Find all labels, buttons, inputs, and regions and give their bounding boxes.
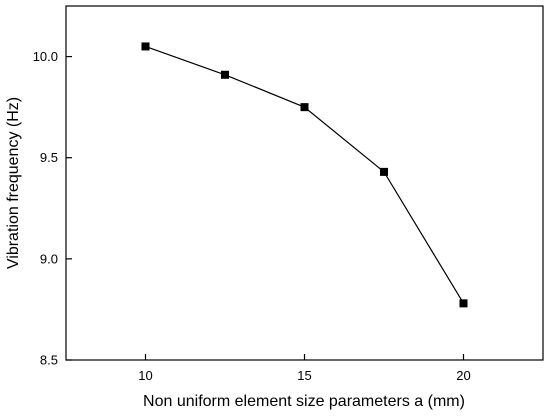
y-tick-label: 8.5 <box>40 353 58 368</box>
x-axis-ticks <box>146 354 464 360</box>
x-axis-tick-labels: 10 15 20 <box>138 368 470 383</box>
data-point <box>460 299 468 307</box>
x-tick-label: 15 <box>297 368 311 383</box>
series-group <box>142 42 468 307</box>
y-axis-ticks <box>66 57 72 360</box>
y-tick-label: 9.5 <box>40 150 58 165</box>
y-axis-tick-labels: 8.5 9.0 9.5 10.0 <box>33 49 58 367</box>
plot-frame <box>66 6 543 360</box>
data-point <box>301 103 309 111</box>
data-point <box>221 71 229 79</box>
x-axis-label: Non uniform element size parameters a (m… <box>143 393 465 410</box>
y-tick-label: 10.0 <box>33 49 58 64</box>
y-axis-label: Vibration frequency (Hz) <box>5 97 22 269</box>
y-tick-label: 9.0 <box>40 251 58 266</box>
series-line <box>146 46 464 303</box>
x-tick-label: 20 <box>456 368 470 383</box>
x-tick-label: 10 <box>138 368 152 383</box>
data-point <box>380 168 388 176</box>
data-point <box>142 42 150 50</box>
